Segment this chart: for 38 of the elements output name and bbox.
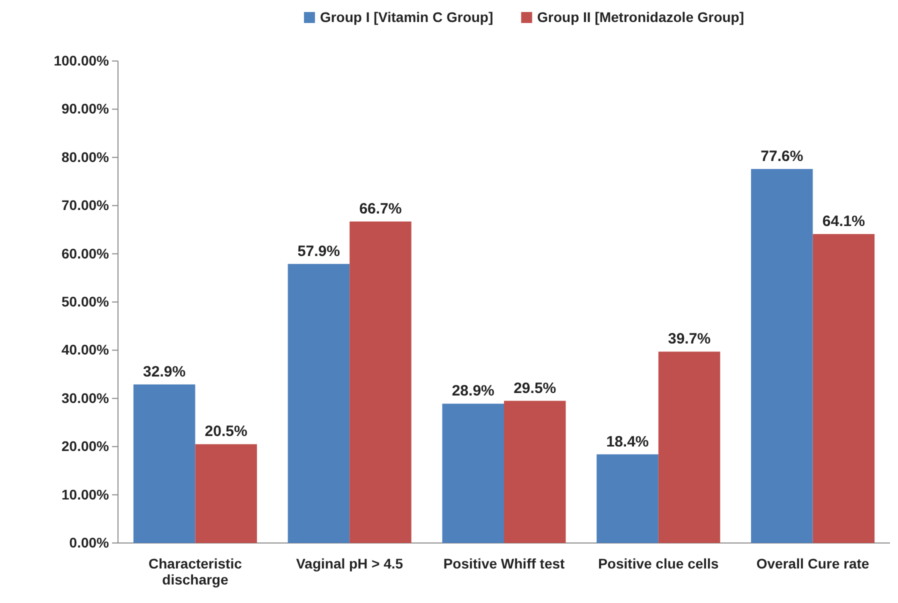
bar	[658, 352, 720, 543]
y-tick-label: 50.00%	[62, 293, 110, 310]
x-tick-label: Overall Cure rate	[756, 555, 870, 572]
bar	[442, 404, 504, 543]
data-label: 20.5%	[204, 423, 248, 440]
data-label: 39.7%	[668, 330, 711, 348]
bar	[596, 454, 658, 543]
y-tick-label: 100.00%	[54, 52, 110, 68]
data-label: 18.4%	[606, 433, 649, 450]
bar	[288, 264, 350, 543]
bar	[350, 222, 412, 543]
legend-label: Group II [Metronidazole Group]	[537, 9, 744, 25]
x-tick-label: Positive Whiff test	[443, 555, 566, 572]
data-label: 29.5%	[514, 380, 556, 397]
y-tick-label: 20.00%	[62, 438, 110, 454]
y-tick-label: 80.00%	[62, 148, 110, 165]
y-tick-label: 90.00%	[62, 100, 110, 117]
data-label: 57.9%	[297, 242, 340, 260]
y-tick-label: 40.00%	[62, 342, 110, 358]
legend-label: Group I [Vitamin C Group]	[320, 9, 494, 25]
bar	[504, 400, 566, 543]
x-tick-label: Positive clue cells	[598, 555, 719, 572]
data-label: 28.9%	[452, 382, 494, 400]
data-label: 77.6%	[760, 148, 804, 165]
x-tick-label: Vaginal pH > 4.5	[296, 555, 404, 572]
y-tick-label: 60.00%	[62, 245, 110, 262]
bar	[133, 384, 196, 543]
data-label: 66.7%	[359, 200, 402, 218]
y-tick-label: 0.00%	[69, 534, 110, 550]
x-tick-label: Characteristic discharge	[148, 555, 242, 588]
data-label: 64.1%	[822, 213, 865, 230]
bar	[751, 168, 813, 543]
bar	[195, 444, 257, 543]
data-label: 32.9%	[143, 363, 186, 380]
y-tick-label: 70.00%	[62, 197, 110, 214]
y-tick-label: 30.00%	[62, 390, 110, 406]
bar	[812, 234, 875, 543]
y-tick-label: 10.00%	[62, 486, 110, 502]
